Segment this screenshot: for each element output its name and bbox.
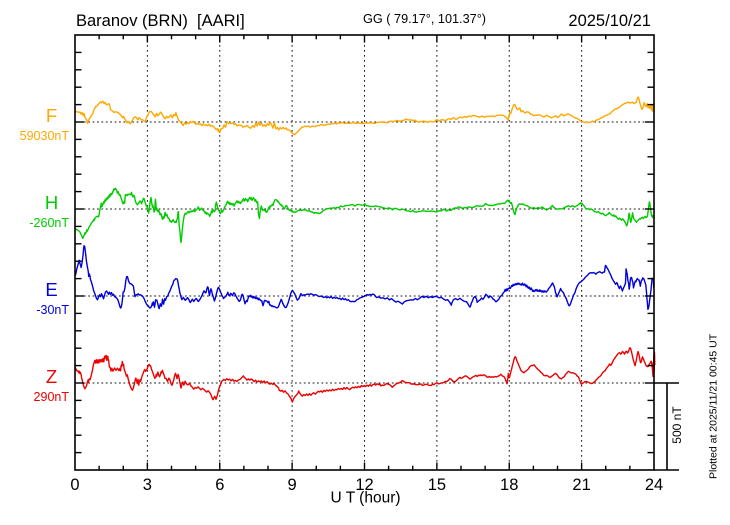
svg-text:18: 18: [500, 476, 518, 494]
svg-text:3: 3: [143, 476, 152, 494]
svg-text:0: 0: [70, 476, 79, 494]
svg-text:2025/10/21: 2025/10/21: [568, 12, 651, 30]
svg-text:-30nT: -30nT: [36, 303, 69, 317]
svg-text:290nT: 290nT: [34, 390, 70, 404]
svg-text:-260nT: -260nT: [29, 216, 69, 230]
svg-text:15: 15: [428, 476, 446, 494]
svg-text:6: 6: [215, 476, 224, 494]
svg-text:H: H: [45, 192, 58, 213]
svg-text:500 nT: 500 nT: [670, 406, 684, 444]
svg-text:59030nT: 59030nT: [20, 129, 70, 143]
svg-text:24: 24: [645, 476, 663, 494]
svg-text:9: 9: [288, 476, 297, 494]
svg-text:21: 21: [572, 476, 590, 494]
svg-text:GG ( 79.17°, 101.37°): GG ( 79.17°, 101.37°): [363, 12, 486, 26]
svg-text:Baranov (BRN) [AARI]: Baranov (BRN) [AARI]: [76, 12, 245, 30]
svg-text:Z: Z: [46, 366, 57, 387]
svg-text:E: E: [45, 279, 57, 300]
svg-text:Plotted at 2025/11/21 00:45 UT: Plotted at 2025/11/21 00:45 UT: [708, 333, 720, 479]
svg-text:12: 12: [355, 476, 373, 494]
svg-text:F: F: [46, 105, 57, 126]
svg-text:U T (hour): U T (hour): [330, 490, 400, 507]
